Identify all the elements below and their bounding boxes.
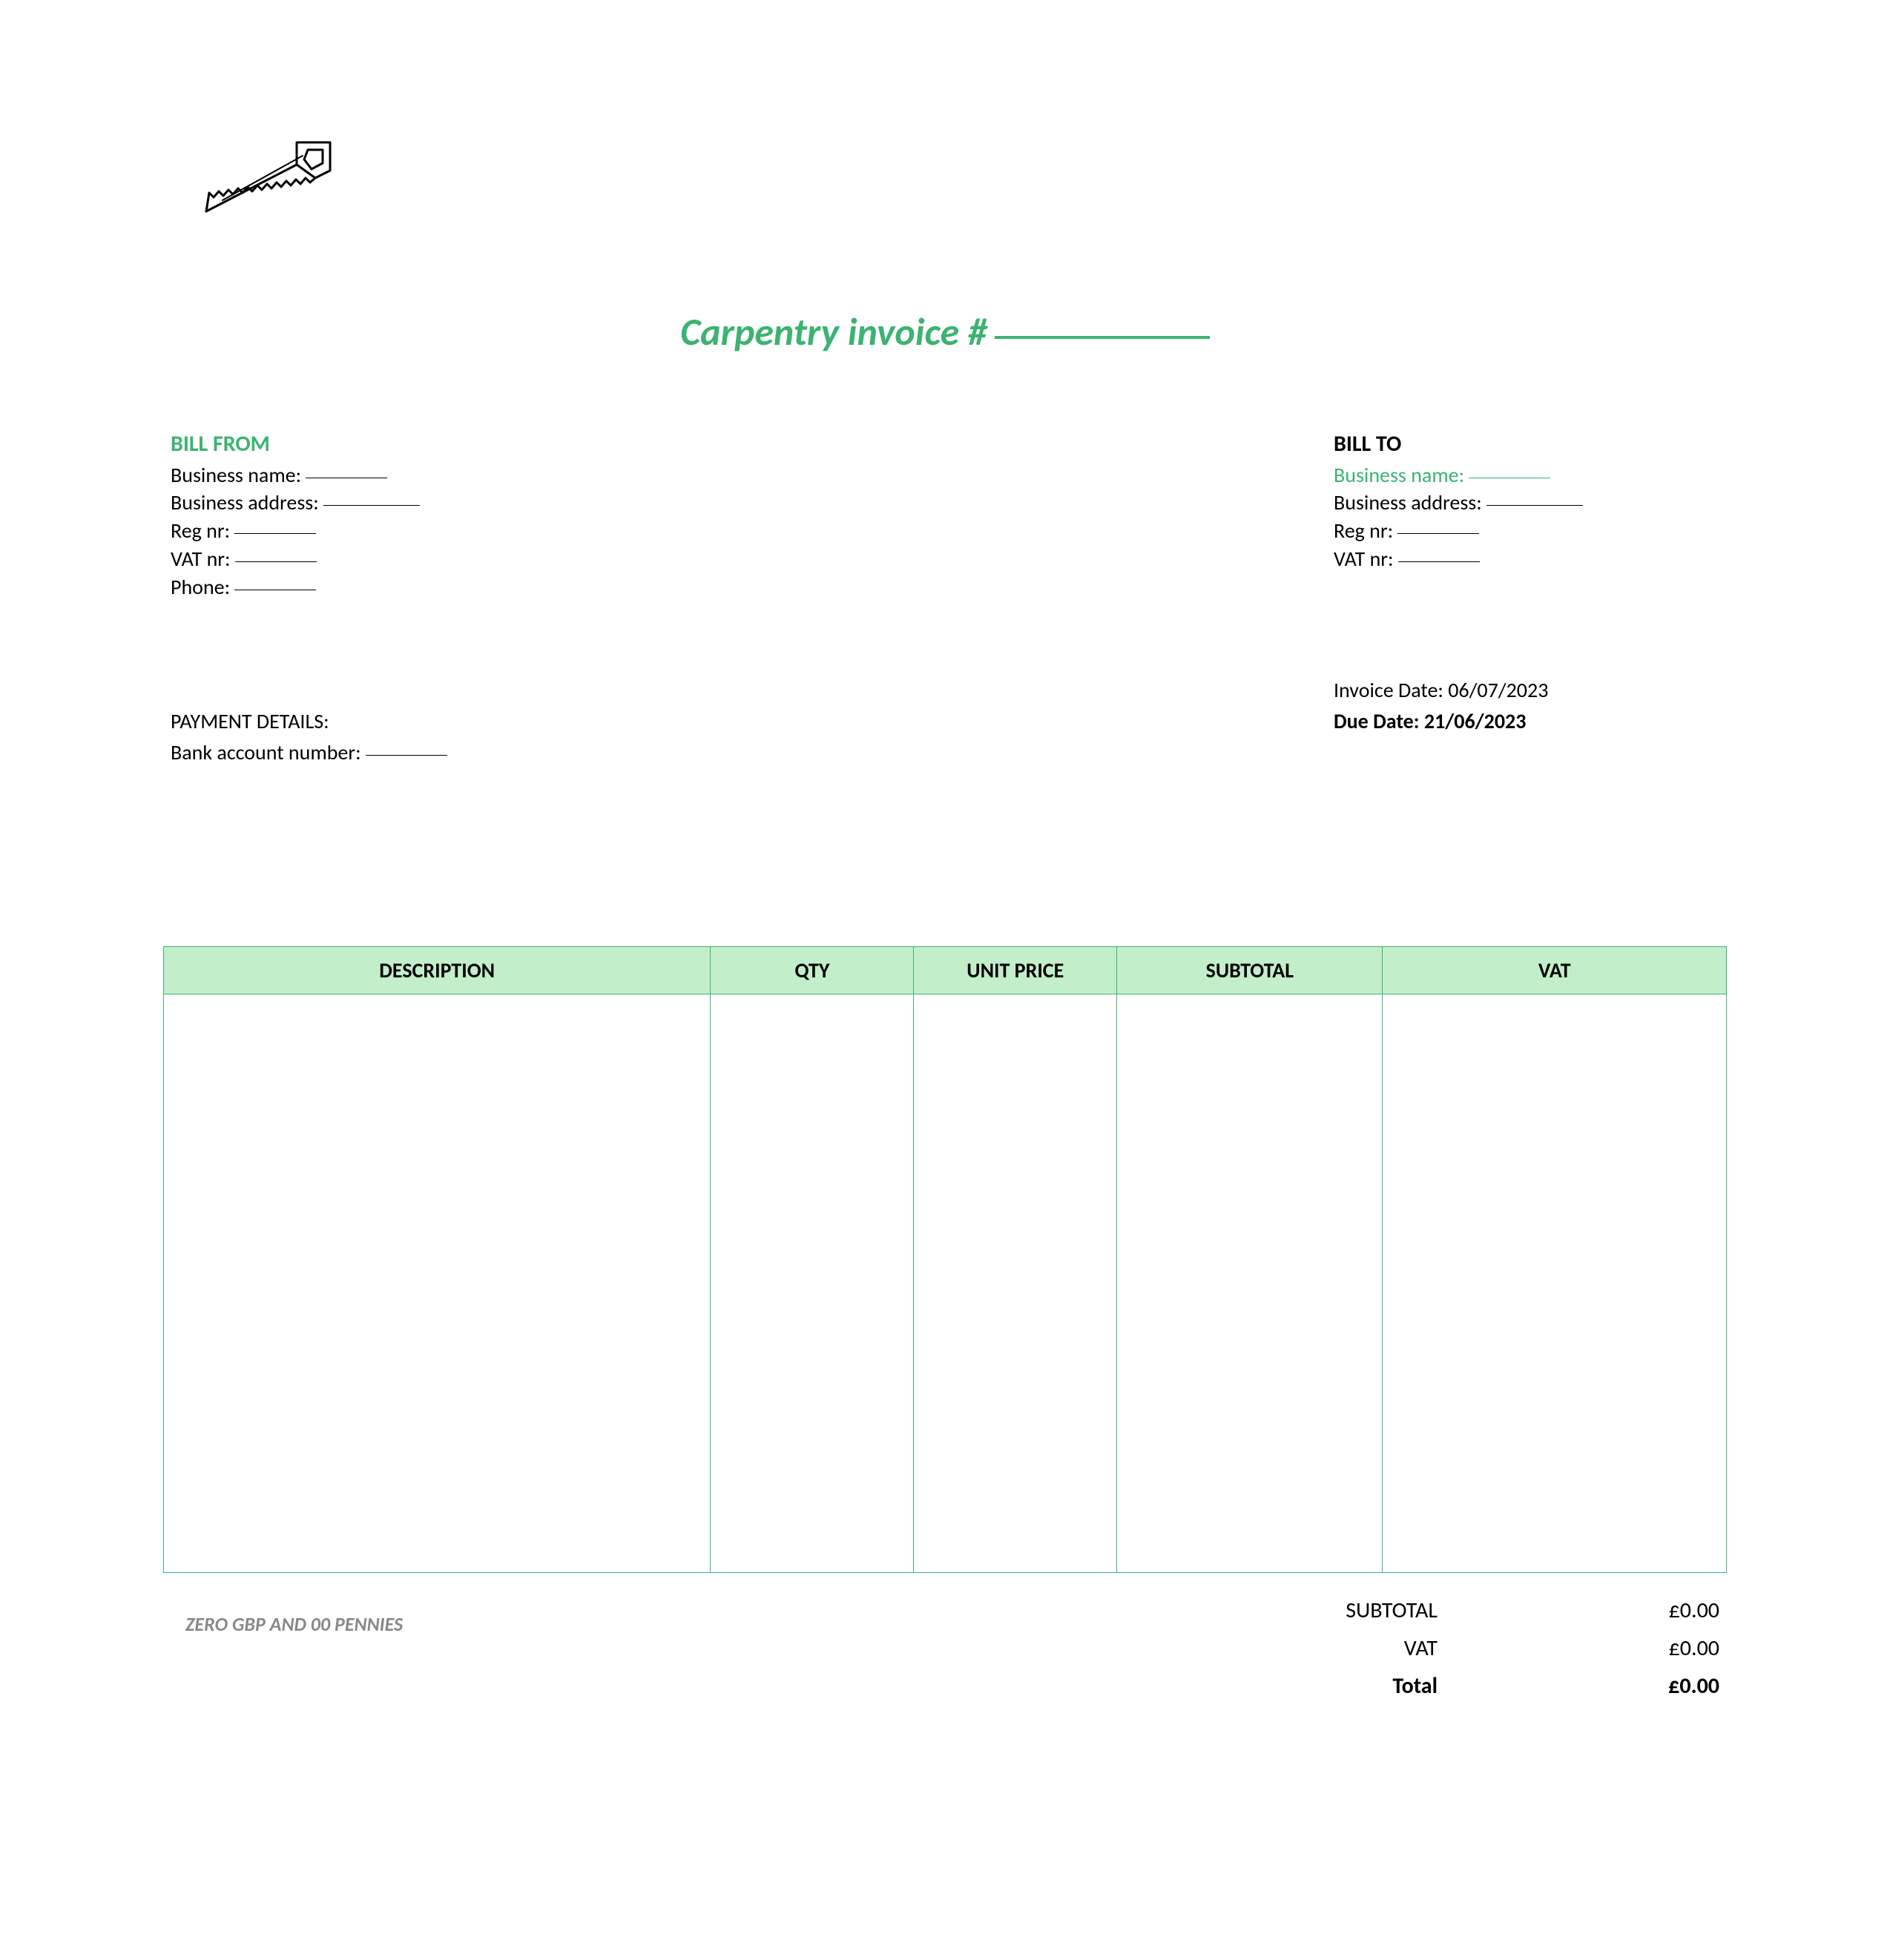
cell-description [164, 994, 711, 1573]
table-body-row [164, 994, 1727, 1573]
total-label: Total [1215, 1667, 1630, 1705]
subtotal-label: SUBTOTAL [1215, 1591, 1630, 1629]
subtotal-value: £0.00 [1630, 1591, 1719, 1629]
col-unit-price: UNIT PRICE [914, 947, 1117, 994]
bill-to-vat-nr: VAT nr: [1334, 545, 1719, 573]
total-row: Total £0.00 [1215, 1667, 1719, 1705]
amount-in-words: ZERO GBP AND 00 PENNIES [185, 1612, 403, 1636]
invoice-date: Invoice Date: 06/07/2023 [1334, 675, 1719, 706]
payment-dates-section: PAYMENT DETAILS: Bank account number: In… [163, 675, 1727, 768]
vat-label: VAT [1215, 1629, 1630, 1667]
col-description: DESCRIPTION [164, 947, 711, 994]
total-value: £0.00 [1630, 1667, 1719, 1705]
invoice-title: Carpentry invoice # [163, 308, 1727, 355]
col-vat: VAT [1383, 947, 1727, 994]
bill-to-business-name: Business name: [1334, 461, 1719, 489]
parties-section: BILL FROM Business name: Business addres… [163, 429, 1727, 601]
table-header-row: DESCRIPTION QTY UNIT PRICE SUBTOTAL VAT [164, 947, 1727, 994]
col-subtotal: SUBTOTAL [1117, 947, 1383, 994]
bank-account-line: Bank account number: [171, 737, 447, 768]
bill-to-block: BILL TO Business name: Business address:… [1334, 429, 1719, 601]
cell-vat [1383, 994, 1727, 1573]
cell-subtotal [1117, 994, 1383, 1573]
subtotal-row: SUBTOTAL £0.00 [1215, 1591, 1719, 1629]
cell-unit-price [914, 994, 1117, 1573]
payment-details-block: PAYMENT DETAILS: Bank account number: [171, 675, 447, 768]
bill-to-reg-nr: Reg nr: [1334, 517, 1719, 545]
cell-qty [711, 994, 914, 1573]
footer-section: ZERO GBP AND 00 PENNIES SUBTOTAL £0.00 V… [163, 1584, 1727, 1705]
vat-row: VAT £0.00 [1215, 1629, 1719, 1667]
col-qty: QTY [711, 947, 914, 994]
bill-from-phone: Phone: [171, 573, 420, 601]
due-date: Due Date: 21/06/2023 [1334, 706, 1719, 737]
bill-from-vat-nr: VAT nr: [171, 545, 420, 573]
bill-from-block: BILL FROM Business name: Business addres… [171, 429, 420, 601]
dates-block: Invoice Date: 06/07/2023 Due Date: 21/06… [1334, 675, 1719, 768]
bill-from-business-name: Business name: [171, 461, 420, 489]
payment-details-heading: PAYMENT DETAILS: [171, 706, 447, 737]
line-items-table: DESCRIPTION QTY UNIT PRICE SUBTOTAL VAT [163, 946, 1727, 1573]
saw-icon [193, 133, 1727, 234]
bill-from-business-address: Business address: [171, 489, 420, 517]
totals-block: SUBTOTAL £0.00 VAT £0.00 Total £0.00 [1215, 1591, 1719, 1705]
bill-to-business-address: Business address: [1334, 489, 1719, 517]
bill-to-heading: BILL TO [1334, 429, 1719, 460]
bill-from-heading: BILL FROM [171, 429, 420, 460]
vat-value: £0.00 [1630, 1629, 1719, 1667]
bill-from-reg-nr: Reg nr: [171, 517, 420, 545]
